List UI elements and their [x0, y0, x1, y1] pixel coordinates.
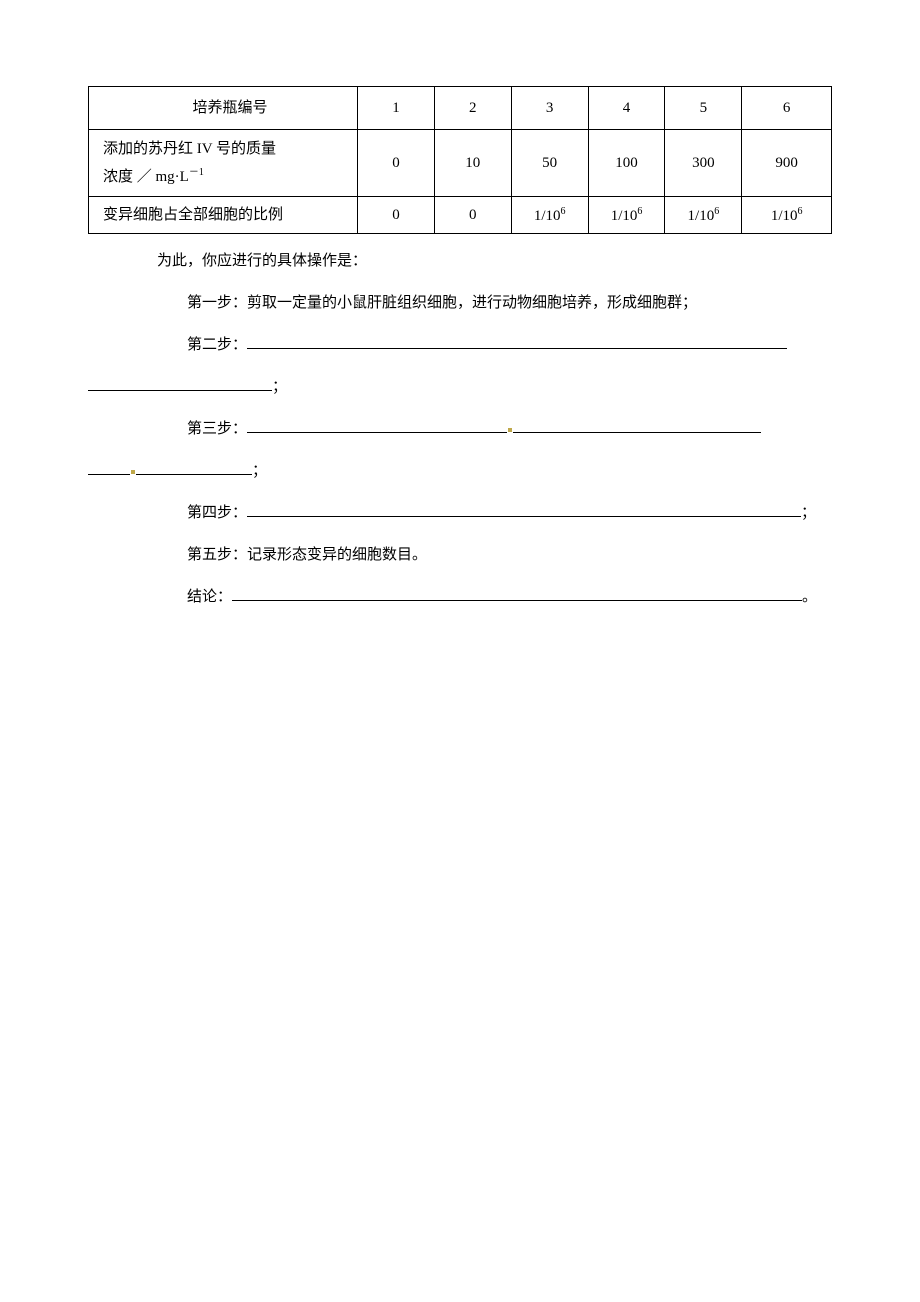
blank-fill — [232, 586, 802, 601]
table-row: 培养瓶编号 1 2 3 4 5 6 — [89, 87, 832, 130]
table-row: 添加的苏丹红 IV 号的质量 浓度 ／ mg·L－1 0 10 50 100 3… — [89, 130, 832, 197]
row2-label: 变异细胞占全部细胞的比例 — [89, 197, 358, 234]
row2-c1: 0 — [358, 197, 435, 234]
row2-c3: 1/106 — [511, 197, 588, 234]
row2-c6: 1/106 — [742, 197, 832, 234]
blank-fill — [88, 376, 272, 391]
blank-fill — [247, 418, 507, 433]
dot-icon — [508, 428, 512, 432]
row1-label-sup: －1 — [189, 167, 204, 178]
step5-line: 第五步：记录形态变异的细胞数目。 — [88, 534, 832, 576]
punct: ； — [801, 505, 816, 521]
th-3: 3 — [511, 87, 588, 130]
step1-line: 第一步：剪取一定量的小鼠肝脏组织细胞，进行动物细胞培养，形成细胞群； — [88, 282, 832, 324]
row1-c4: 100 — [588, 130, 665, 197]
step3-cont: ； — [88, 450, 832, 492]
conclusion-line: 结论： 。 — [88, 576, 832, 618]
row2-c5: 1/106 — [665, 197, 742, 234]
row1-c2: 10 — [434, 130, 511, 197]
row1-c1: 0 — [358, 130, 435, 197]
blank-fill — [88, 460, 130, 475]
blank-fill — [247, 502, 801, 517]
intro-line: 为此，你应进行的具体操作是： — [88, 240, 832, 282]
body-text: 为此，你应进行的具体操作是： 第一步：剪取一定量的小鼠肝脏组织细胞，进行动物细胞… — [88, 240, 832, 618]
step2-label: 第二步： — [187, 337, 247, 353]
row1-label-line1: 添加的苏丹红 IV 号的质量 — [103, 141, 276, 157]
punct: 。 — [802, 589, 817, 605]
punct: ； — [272, 379, 287, 395]
th-5: 5 — [665, 87, 742, 130]
row1-label: 添加的苏丹红 IV 号的质量 浓度 ／ mg·L－1 — [89, 130, 358, 197]
row1-c3: 50 — [511, 130, 588, 197]
table-row: 变异细胞占全部细胞的比例 0 0 1/106 1/106 1/106 1/106 — [89, 197, 832, 234]
step2-line: 第二步： — [88, 324, 832, 366]
dot-icon — [131, 470, 135, 474]
step4-label: 第四步： — [187, 505, 247, 521]
th-6: 6 — [742, 87, 832, 130]
blank-fill — [513, 418, 761, 433]
row1-label-line2: 浓度 ／ mg·L — [103, 169, 189, 185]
step4-line: 第四步： ； — [88, 492, 832, 534]
th-4: 4 — [588, 87, 665, 130]
step2-cont: ； — [88, 366, 832, 408]
row1-c6: 900 — [742, 130, 832, 197]
step3-line: 第三步： — [88, 408, 832, 450]
th-2: 2 — [434, 87, 511, 130]
step3-label: 第三步： — [187, 421, 247, 437]
th-label: 培养瓶编号 — [89, 87, 358, 130]
row2-c2: 0 — [434, 197, 511, 234]
th-1: 1 — [358, 87, 435, 130]
conclusion-label: 结论： — [187, 589, 232, 605]
data-table: 培养瓶编号 1 2 3 4 5 6 添加的苏丹红 IV 号的质量 浓度 ／ mg… — [88, 86, 832, 234]
blank-fill — [247, 334, 787, 349]
row2-c4: 1/106 — [588, 197, 665, 234]
punct: ； — [252, 463, 267, 479]
row1-c5: 300 — [665, 130, 742, 197]
blank-fill — [136, 460, 252, 475]
